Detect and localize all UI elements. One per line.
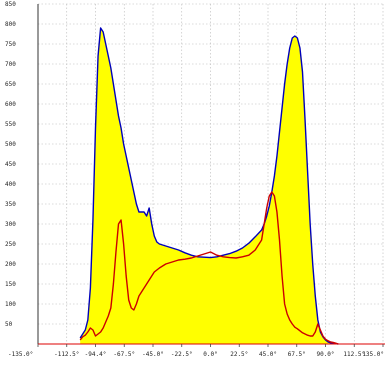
y-tick-label: 450 [5, 161, 16, 168]
y-tick-label: 200 [5, 261, 16, 268]
y-tick-label: 750 [5, 41, 16, 48]
x-tick-label: 112.5° [343, 351, 365, 358]
y-tick-label: 550 [5, 121, 16, 128]
x-tick-label: 0.0° [203, 351, 217, 358]
x-tick-label: -67.5° [113, 351, 135, 358]
x-tick-label: -135.0° [8, 351, 33, 358]
y-tick-label: 600 [5, 101, 16, 108]
y-tick-label: 100 [5, 301, 16, 308]
y-tick-label: 700 [5, 61, 16, 68]
x-tick-label: 22.5° [230, 351, 248, 358]
axes [37, 4, 385, 347]
y-tick-label: 350 [5, 201, 16, 208]
series-0-line [79, 27, 339, 345]
y-tick-label: 850 [5, 1, 16, 8]
line-series [79, 27, 339, 345]
x-axis-tick-labels: -135.0° -112.5° -94.4° -67.5° -45.0° -22.5° 0.… [8, 351, 384, 358]
y-tick-label: 400 [5, 181, 16, 188]
y-tick-label: 800 [5, 21, 16, 28]
x-tick-label: 67.5° [288, 351, 306, 358]
y-tick-label: 150 [5, 281, 16, 288]
area-fill [80, 28, 339, 344]
series-1-line [79, 191, 339, 345]
x-tick-label: -45.0° [142, 351, 164, 358]
x-tick-label: 45.0° [259, 351, 277, 358]
area-series [80, 28, 339, 344]
x-tick-label: 135.0° [362, 351, 384, 358]
y-axis-tick-labels: 50 100 150 200 250 300 350 400 450 500 550 600 650 70… [5, 1, 16, 328]
y-tick-label: 300 [5, 221, 16, 228]
y-tick-label: 50 [5, 321, 13, 328]
y-tick-label: 500 [5, 141, 16, 148]
x-tick-label: -112.5° [54, 351, 79, 358]
x-tick-label: -22.5° [171, 351, 193, 358]
y-tick-label: 250 [5, 241, 16, 248]
x-tick-label: -94.4° [85, 351, 107, 358]
x-tick-label: 90.0° [316, 351, 334, 358]
y-tick-label: 650 [5, 81, 16, 88]
